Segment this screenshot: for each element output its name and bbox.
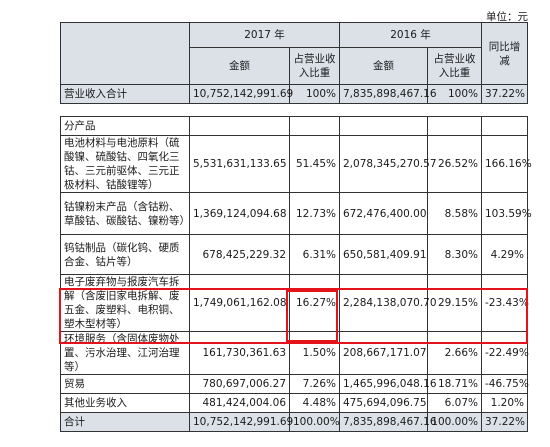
section-row: 分产品 <box>60 116 528 136</box>
header-year-2017: 2017 年 <box>189 22 340 48</box>
header-row-metrics: 金额 占营业收入比重 金额 占营业收入比重 <box>61 47 528 85</box>
grand-total-amount-2016: 7,835,898,467.16 <box>339 412 437 432</box>
revenue-total-yoy: 37.22% <box>481 84 528 104</box>
row-share-2016: 29.15% <box>427 274 482 332</box>
row-yoy: 4.29% <box>481 234 528 275</box>
row-amount-2017: 1,369,124,094.68 <box>189 192 290 235</box>
row-label: 贸易 <box>60 374 190 394</box>
row-amount-2016: 475,694,096.75 <box>339 393 428 413</box>
row-share-2017: 1.50% <box>289 331 340 375</box>
row-share-2016: 8.58% <box>427 192 482 235</box>
row-yoy: 166.16% <box>481 135 532 193</box>
header-row-years: 2017 年 2016 年 同比增减 <box>60 22 528 85</box>
grand-total-share-2016: 100.00% <box>427 412 482 432</box>
revenue-table: 2017 年 2016 年 同比增减 金额 占营业收入比重 金额 占营业收入比重… <box>60 22 532 432</box>
table-row: 其他业务收入 481,424,004.06 4.48% 475,694,096.… <box>60 393 528 413</box>
row-label: 电子废弃物与报废汽车拆解（含废旧家电拆解、废五金、废塑料、电积铜、塑木型材等） <box>60 274 190 332</box>
table-row: 电池材料与电池原料（硫酸镍、硫酸钴、四氧化三钴、三元前驱体、三元正极材料、钴酸锂… <box>60 135 532 193</box>
revenue-total-row: 营业收入合计 10,752,142,991.69 100% 7,835,898,… <box>60 84 528 104</box>
row-share-2016: 6.07% <box>427 393 482 413</box>
row-amount-2016: 2,078,345,270.57 <box>339 135 437 193</box>
row-yoy: 1.20% <box>481 393 528 413</box>
header-yoy: 同比增减 <box>481 22 528 85</box>
row-amount-2017: 481,424,004.06 <box>189 393 290 413</box>
row-amount-2016: 208,667,171.07 <box>339 331 428 375</box>
revenue-total-label: 营业收入合计 <box>60 84 190 104</box>
row-amount-2017: 678,425,229.32 <box>189 234 290 275</box>
row-yoy: -22.49% <box>481 331 529 375</box>
row-amount-2016: 672,476,400.00 <box>339 192 428 235</box>
row-label: 钨钴制品（碳化钨、硬质合金、钴片等） <box>60 234 190 275</box>
table-row: 钴镍粉末产品（含钴粉、草酸钴、碳酸钴、镍粉等） 1,369,124,094.68… <box>60 192 532 235</box>
grand-total-row: 合计 10,752,142,991.69 100.00% 7,835,898,4… <box>60 412 528 432</box>
header-share-2016: 占营业收入比重 <box>427 47 482 85</box>
revenue-total-share-2016: 100% <box>427 84 482 104</box>
highlight-row-box <box>59 288 528 344</box>
table-row: 环境服务（含固体废物处置、污水治理、江河治理等） 161,730,361.63 … <box>60 331 529 375</box>
grand-total-yoy: 37.22% <box>481 412 528 432</box>
unit-label: 单位：元 <box>486 11 528 23</box>
highlight-share-cell-box <box>286 290 338 342</box>
revenue-total-amount-2017: 10,752,142,991.69 <box>189 84 293 104</box>
row-yoy: 103.59% <box>481 192 532 235</box>
header-share-2017: 占营业收入比重 <box>289 47 340 85</box>
header-amount-2017: 金额 <box>189 47 290 85</box>
row-share-2017: 7.26% <box>289 374 340 394</box>
row-share-2016: 26.52% <box>427 135 482 193</box>
row-share-2017: 51.45% <box>289 135 340 193</box>
row-amount-2017: 1,749,061,162.08 <box>189 274 290 332</box>
grand-total-label: 合计 <box>60 412 190 432</box>
row-amount-2016: 1,465,996,048.16 <box>339 374 437 394</box>
section-label: 分产品 <box>60 116 190 136</box>
table-row: 钨钴制品（碳化钨、硬质合金、钴片等） 678,425,229.32 6.31% … <box>60 234 528 275</box>
row-share-2017: 6.31% <box>289 234 340 275</box>
row-share-2017: 4.48% <box>289 393 340 413</box>
row-label: 电池材料与电池原料（硫酸镍、硫酸钴、四氧化三钴、三元前驱体、三元正极材料、钴酸锂… <box>60 135 190 193</box>
grand-total-share-2017: 100.00% <box>289 412 340 432</box>
row-label: 钴镍粉末产品（含钴粉、草酸钴、碳酸钴、镍粉等） <box>60 192 190 235</box>
header-amount-2016: 金额 <box>339 47 428 85</box>
revenue-total-share-2017: 100% <box>289 84 340 104</box>
row-share-2016: 8.30% <box>427 234 482 275</box>
row-label: 其他业务收入 <box>60 393 190 413</box>
row-amount-2017: 5,531,631,133.65 <box>189 135 290 193</box>
row-amount-2016: 650,581,409.91 <box>339 234 428 275</box>
table-row: 贸易 780,697,006.27 7.26% 1,465,996,048.16… <box>60 374 529 394</box>
table-row-highlighted: 电子废弃物与报废汽车拆解（含废旧家电拆解、废五金、废塑料、电积铜、塑木型材等） … <box>60 274 529 332</box>
header-year-2016: 2016 年 <box>339 22 482 48</box>
header-blank <box>60 22 190 85</box>
row-amount-2017: 780,697,006.27 <box>189 374 290 394</box>
row-amount-2016: 2,284,138,070.70 <box>339 274 437 332</box>
row-share-2017: 12.73% <box>289 192 340 235</box>
row-yoy: -46.75% <box>481 374 529 394</box>
grand-total-amount-2017: 10,752,142,991.69 <box>189 412 293 432</box>
spacer-row <box>60 103 528 117</box>
revenue-total-amount-2016: 7,835,898,467.16 <box>339 84 437 104</box>
